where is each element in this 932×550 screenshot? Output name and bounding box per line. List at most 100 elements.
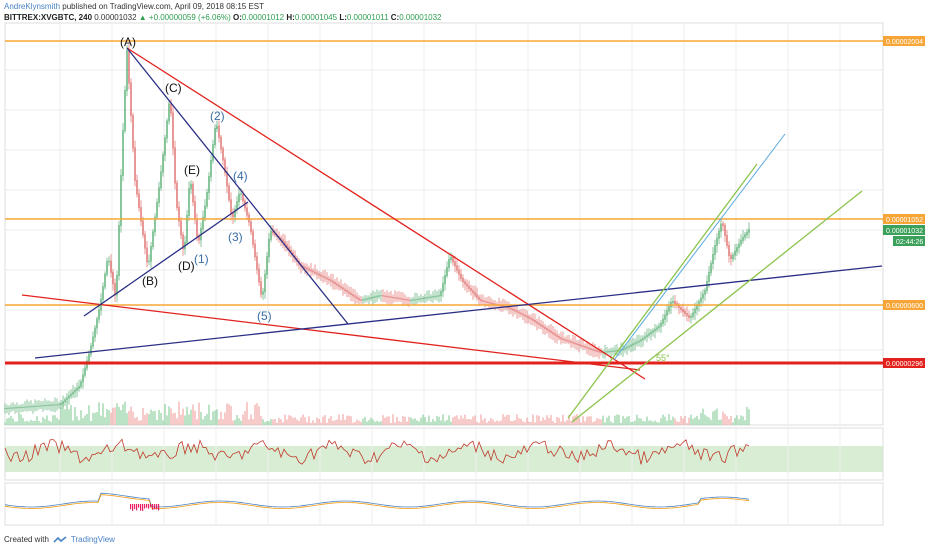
candle-body xyxy=(242,193,244,202)
candle-body xyxy=(122,130,124,176)
volume-bar xyxy=(204,416,206,425)
candle-body xyxy=(414,299,416,301)
ohlc-line: BITTREX:XVGBTC, 240 0.00001032 ▲ +0.0000… xyxy=(4,12,442,23)
volume-bar xyxy=(434,421,436,425)
candle-body xyxy=(742,236,744,241)
macd-histogram-bar xyxy=(144,504,146,509)
candle-body xyxy=(692,312,694,318)
trendline-navy-a-5[interactable] xyxy=(126,47,349,325)
candle-body xyxy=(542,325,544,328)
macd-signal-line xyxy=(4,494,750,509)
created-with-text: Created with xyxy=(4,535,49,544)
candle-body xyxy=(480,298,482,302)
volume-bar xyxy=(74,407,76,425)
angle-annotation: 55° xyxy=(656,353,670,363)
volume-bar xyxy=(322,416,324,425)
candle-body xyxy=(316,272,318,275)
candle-body xyxy=(328,278,330,281)
candle-body xyxy=(468,285,470,289)
candle-body xyxy=(66,397,68,401)
volume-bar xyxy=(410,417,412,425)
volume-bar xyxy=(352,422,354,425)
candle-body xyxy=(590,348,592,350)
candle-body xyxy=(574,342,576,345)
candle-body xyxy=(646,334,648,338)
volume-bar xyxy=(586,416,588,425)
volume-bar xyxy=(486,422,488,425)
trendline-red-descending[interactable] xyxy=(126,47,646,380)
candle-body xyxy=(506,306,508,309)
volume-bar xyxy=(338,414,340,425)
candle-body xyxy=(176,182,178,208)
volume-bar xyxy=(216,409,218,425)
volume-bar xyxy=(88,405,90,425)
volume-bar xyxy=(314,422,316,425)
volume-bar xyxy=(90,420,92,425)
candle-body xyxy=(564,339,566,341)
candle-body xyxy=(560,337,562,340)
candle-body xyxy=(202,216,204,230)
candle-body xyxy=(108,260,110,263)
channel-blue-line[interactable] xyxy=(613,133,786,361)
candle-body xyxy=(42,405,44,407)
volume-bar xyxy=(14,421,16,425)
candle-body xyxy=(746,231,748,236)
candle-body xyxy=(160,171,162,189)
volume-bar xyxy=(358,420,360,425)
candle-body xyxy=(104,273,106,288)
volume-bar xyxy=(40,422,42,425)
candle-body xyxy=(16,407,18,409)
candle-body xyxy=(192,183,194,203)
trendline-red-lower[interactable] xyxy=(21,294,641,371)
trendline-navy-b-4[interactable] xyxy=(83,201,249,317)
volume-bar xyxy=(366,421,368,425)
candle-body xyxy=(270,230,272,240)
channel-green-lower[interactable] xyxy=(571,190,863,423)
candle-body xyxy=(398,297,400,300)
candle-body xyxy=(24,406,26,408)
candle-body xyxy=(418,298,420,300)
candle-body xyxy=(682,309,684,312)
volume-bar xyxy=(566,419,568,425)
volume-bar xyxy=(634,420,636,425)
volume-bar xyxy=(430,421,432,425)
candle-body xyxy=(14,407,16,409)
tradingview-brand[interactable]: TradingView xyxy=(70,535,115,544)
volume-bar xyxy=(138,420,140,425)
trendline-navy-long[interactable] xyxy=(34,265,883,359)
volume-bar xyxy=(470,419,472,425)
volume-bar xyxy=(16,421,18,425)
volume-bar xyxy=(390,422,392,425)
candle-body xyxy=(218,125,220,138)
candle-body xyxy=(18,406,20,409)
volume-bar xyxy=(540,420,542,425)
volume-bar xyxy=(240,420,242,425)
channel-green-upper[interactable] xyxy=(567,163,758,419)
price-tag-resistance xyxy=(883,214,925,224)
candle-body xyxy=(106,261,108,275)
volume-bar xyxy=(46,415,48,425)
symbol-label: BITTREX:XVGBTC, 240 xyxy=(4,13,93,22)
author-link[interactable]: AndreKlynsmith xyxy=(4,2,61,11)
volume-bar xyxy=(308,416,310,425)
volume-bar xyxy=(730,416,732,425)
volume-bar xyxy=(36,416,38,425)
volume-bar xyxy=(350,416,352,425)
volume-bar xyxy=(546,415,548,425)
candle-body xyxy=(112,271,114,285)
volume-bar xyxy=(32,420,34,425)
candle-body xyxy=(558,336,560,339)
candle-body xyxy=(360,299,362,301)
candle-body xyxy=(78,385,80,389)
candle-body xyxy=(508,307,510,309)
candle-body xyxy=(190,183,192,190)
candle-body xyxy=(390,296,392,298)
candle-body xyxy=(156,202,158,218)
candle-body xyxy=(544,326,546,329)
volume-bar xyxy=(112,407,114,425)
volume-bar xyxy=(122,404,124,425)
volume-bar xyxy=(164,403,166,425)
candle-body xyxy=(572,341,574,344)
candle-body xyxy=(318,273,320,276)
